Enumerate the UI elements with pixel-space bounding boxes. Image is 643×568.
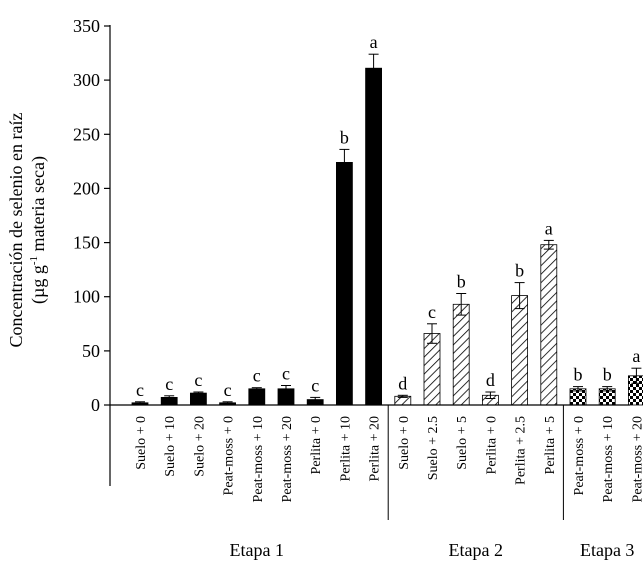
significance-letter: c bbox=[165, 374, 173, 394]
y-axis-label-line1: Concentración de selenio en raíz bbox=[6, 113, 26, 348]
bar bbox=[189, 392, 207, 406]
y-tick-label: 100 bbox=[73, 287, 100, 307]
significance-letter: c bbox=[428, 302, 436, 322]
y-tick-label: 50 bbox=[82, 341, 100, 361]
y-axis-label-unit: (µg g-1 materia seca) bbox=[28, 156, 49, 304]
significance-letter: b bbox=[457, 272, 466, 292]
x-tick-label: Peat-moss + 20 bbox=[630, 416, 643, 502]
x-tick-label: Peat-moss + 0 bbox=[572, 416, 587, 495]
x-tick-label: Suelo + 0 bbox=[397, 416, 412, 470]
significance-letter: b bbox=[574, 365, 583, 385]
bar bbox=[511, 295, 529, 406]
x-tick-label: Perlita + 2.5 bbox=[514, 416, 529, 485]
y-tick-label: 200 bbox=[73, 178, 100, 198]
y-tick-label: 300 bbox=[73, 70, 100, 90]
significance-letter: b bbox=[340, 127, 349, 147]
significance-letter: c bbox=[224, 380, 232, 400]
bar bbox=[335, 161, 353, 406]
significance-letter: c bbox=[311, 375, 319, 395]
significance-letter: a bbox=[632, 346, 640, 366]
y-tick-label: 350 bbox=[73, 16, 100, 36]
significance-letter: b bbox=[603, 365, 612, 385]
bar bbox=[248, 388, 266, 406]
group-label: Etapa 1 bbox=[230, 540, 284, 560]
y-tick-label: 150 bbox=[73, 233, 100, 253]
bar bbox=[423, 333, 441, 406]
x-tick-label: Peat-moss + 0 bbox=[222, 416, 237, 495]
x-tick-label: Peat-moss + 10 bbox=[601, 416, 616, 502]
bar bbox=[628, 375, 643, 406]
x-tick-label: Suelo + 0 bbox=[134, 416, 149, 470]
significance-letter: c bbox=[253, 366, 261, 386]
y-axis-label: Concentración de selenio en raíz bbox=[6, 113, 26, 348]
group-label: Etapa 2 bbox=[449, 540, 503, 560]
bars-layer bbox=[131, 53, 643, 406]
x-tick-label: Perlita + 0 bbox=[309, 416, 324, 474]
x-tick-label: Suelo + 5 bbox=[455, 416, 470, 470]
bar bbox=[365, 67, 383, 406]
significance-letter: a bbox=[545, 218, 553, 238]
significance-letter: c bbox=[194, 370, 202, 390]
group-label: Etapa 3 bbox=[580, 540, 634, 560]
y-tick-label: 250 bbox=[73, 124, 100, 144]
x-tick-label: Perlita + 10 bbox=[338, 416, 353, 481]
significance-letter: d bbox=[398, 373, 407, 393]
significance-letter: a bbox=[370, 32, 378, 52]
significance-letter: b bbox=[515, 261, 524, 281]
x-tick-label: Peat-moss + 10 bbox=[251, 416, 266, 502]
bar bbox=[540, 244, 558, 406]
x-tick-label: Suelo + 2.5 bbox=[426, 416, 441, 480]
bar bbox=[452, 303, 470, 406]
significance-letter: c bbox=[282, 364, 290, 384]
axes-layer bbox=[104, 25, 630, 520]
significance-letter: d bbox=[486, 370, 495, 390]
x-tick-label: Perlita + 5 bbox=[543, 416, 558, 474]
x-tick-label: Suelo + 20 bbox=[192, 416, 207, 477]
labels-layer: c Suelo + 0 c Suelo + 10 c Suelo + 20 c Peat-mo… bbox=[73, 16, 643, 560]
significance-letter: c bbox=[136, 380, 144, 400]
x-tick-label: Peat-moss + 20 bbox=[280, 416, 295, 502]
y-tick-label: 0 bbox=[91, 395, 100, 415]
x-tick-label: Perlita + 20 bbox=[368, 416, 383, 481]
x-tick-label: Perlita + 0 bbox=[484, 416, 499, 474]
x-tick-label: Suelo + 10 bbox=[163, 416, 178, 477]
